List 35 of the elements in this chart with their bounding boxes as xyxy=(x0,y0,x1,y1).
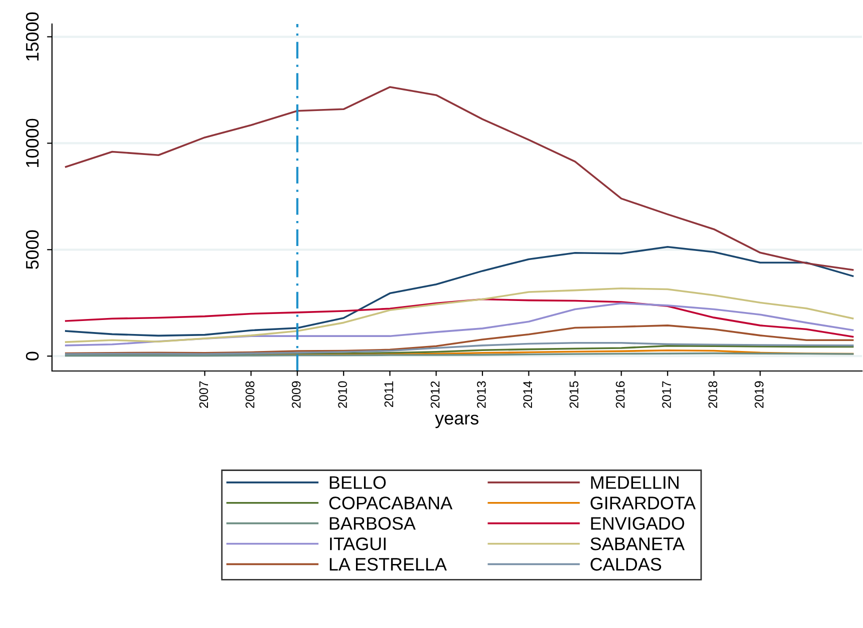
line-series xyxy=(64,246,854,337)
x-tick-label: 2015 xyxy=(570,381,578,408)
x-tick-label: 2011 xyxy=(384,381,394,407)
x-tick-label: 2017 xyxy=(662,381,671,408)
x-tick-label: 2012 xyxy=(430,381,440,408)
x-tick-label: 2013 xyxy=(476,381,486,408)
y-tick-label: 5000 xyxy=(26,230,39,270)
legend-label: ITAGUI xyxy=(330,537,386,550)
y-tick-label: 0 xyxy=(26,352,39,360)
x-tick-label: 2010 xyxy=(338,381,347,408)
legend-label: BELLO xyxy=(330,476,386,489)
x-tick-label: 2007 xyxy=(199,381,208,408)
legend-label: CALDAS xyxy=(590,558,662,571)
legend-label: GIRARDOTA xyxy=(590,496,696,510)
legend-label: BARBOSA xyxy=(330,517,416,530)
line-series xyxy=(64,302,854,346)
legend-label: MEDELLIN xyxy=(591,476,679,489)
x-tick-label: 2008 xyxy=(246,381,254,408)
line-series xyxy=(64,86,854,271)
legend-label: SABANETA xyxy=(590,537,685,550)
x-tick-label: 2018 xyxy=(708,381,718,408)
y-tick-label: 10000 xyxy=(26,118,39,167)
line-series xyxy=(64,342,854,355)
x-tick-label: 2016 xyxy=(616,381,625,408)
legend-label: ENVIGADO xyxy=(591,517,684,530)
y-tick-label: 15000 xyxy=(26,12,39,60)
legend-label: LA ESTRELLA xyxy=(330,558,447,571)
x-tick-label: 2019 xyxy=(754,381,764,408)
x-axis-title: years xyxy=(434,414,478,428)
x-tick-label: 2009 xyxy=(292,381,301,408)
line-series xyxy=(64,287,854,343)
line-series xyxy=(64,298,854,338)
line-series xyxy=(64,324,854,354)
x-tick-label: 2014 xyxy=(523,381,532,408)
legend-label: COPACABANA xyxy=(329,496,452,510)
